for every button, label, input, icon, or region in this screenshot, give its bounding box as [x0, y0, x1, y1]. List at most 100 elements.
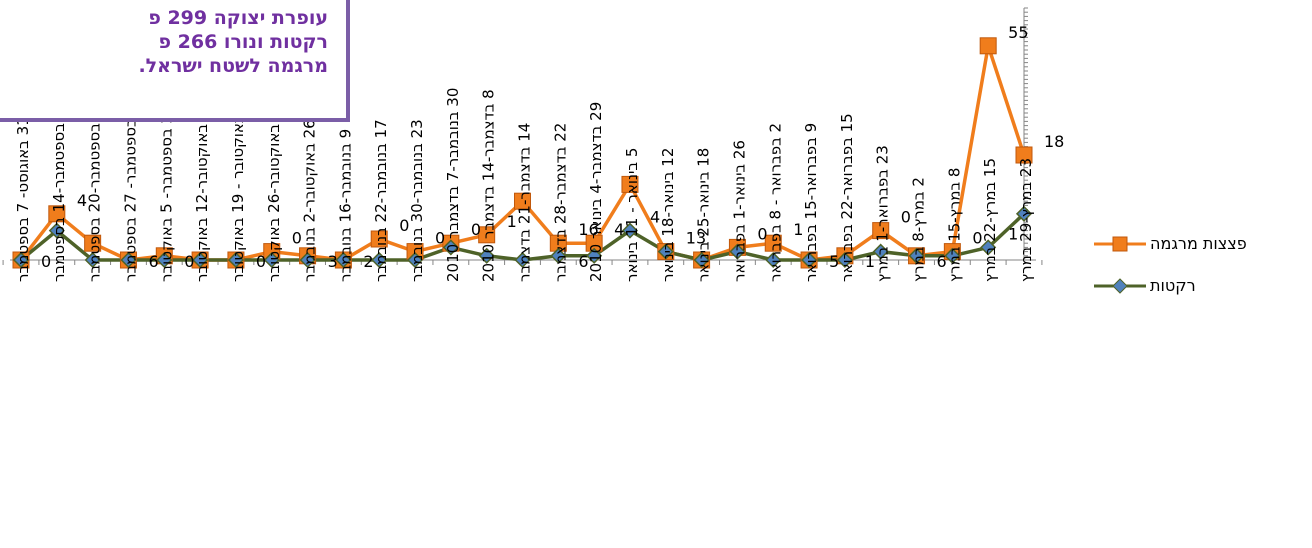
rocket-point [120, 251, 137, 269]
legend-item-mortar: פצצות מרגמה [1092, 234, 1307, 254]
rocket-point [944, 247, 961, 264]
data-label: 18 [1044, 132, 1064, 151]
legend-label: פצצות מרגמה [1150, 234, 1247, 253]
x-tick-label: 7 בספטמבר-14 בספטמבר [50, 109, 68, 282]
x-tick-label: 12 בינואר-18 בינואר [659, 148, 677, 282]
data-label: 55 [1008, 23, 1028, 42]
callout-line: מרגמה לשטח ישראל. [138, 55, 328, 77]
rocket-point [84, 251, 101, 269]
data-label: 1 [1008, 224, 1018, 243]
x-tick-label: 5 בינואר - 11 בינואר [623, 148, 641, 282]
legend-item-rockets: רקטות [1092, 276, 1307, 296]
x-tick-label: 2 בפברואר - 8 בפברואר [766, 123, 784, 282]
rocket-point [765, 251, 782, 269]
mortar-point [48, 205, 66, 223]
data-label: 5 [829, 252, 839, 271]
data-label: 0 [757, 224, 767, 243]
x-tick-label: 14 בדצמבר-21 בדצמבר [516, 123, 534, 282]
data-label: 0 [184, 252, 194, 271]
rocket-point [872, 243, 889, 260]
data-label: 2 [363, 252, 373, 271]
rocket-point [693, 251, 710, 269]
data-label: 1 [793, 220, 803, 239]
x-tick-label: 23 בנובמבר-30 בנובמבר [408, 119, 426, 282]
rocket-point [227, 251, 244, 269]
legend-mortar-swatch [1094, 236, 1146, 252]
x-tick-label: 28 בספטמבר- 5 באוקטובר [157, 104, 175, 282]
rocket-point [657, 243, 674, 260]
x-tick-label: 29 בדצמבר-4 בינואר 2010 [587, 102, 605, 282]
mortar-point [514, 192, 531, 210]
rocket-point [192, 251, 209, 269]
data-label: 4 [650, 208, 660, 227]
rocket-point [299, 251, 316, 269]
mortar-point [478, 226, 496, 244]
data-label: 0 [399, 216, 409, 235]
mortar-point [872, 222, 890, 240]
data-label: 6 [937, 252, 947, 271]
rocket-point [478, 247, 495, 264]
x-tick-label: 2 במרץ-8 במרץ [910, 177, 928, 282]
annotation-callout: עופרת יצוקה 299 פ רקטות ונורו 266 פ מרגמ… [0, 0, 350, 122]
rocket-point [12, 251, 30, 269]
x-tick-label: 26 בינואר-1 בפברואר [730, 140, 748, 282]
rocket-point [156, 251, 173, 269]
data-label: 4 [614, 220, 624, 239]
data-label: 1 [865, 252, 875, 271]
data-label: 6 [148, 252, 158, 271]
legend-label: רקטות [1150, 276, 1196, 295]
x-tick-label: 18 בינואר-25 בינואר [695, 148, 713, 282]
data-label: 16 [578, 220, 598, 239]
x-tick-label: 8 במרץ-15 במרץ [945, 168, 963, 282]
data-label: 4 [77, 191, 87, 210]
mortar-point [84, 234, 102, 252]
legend: פצצות מרגמה רקטות [1092, 234, 1307, 318]
data-labels: 0 4 6 0 0 0 3 2 0 0 0 1 16 6 4 4 13 0 1 5 1 0 6 0 1 55 18 [41, 23, 1064, 271]
mortar-point [370, 230, 388, 248]
data-label: 0 [435, 229, 445, 248]
mortar-point [621, 175, 639, 193]
rocket-point [1015, 205, 1033, 222]
x-tick-labels: 31 באוגוסט- 7 בספטמבר 7 בספטמבר-14 בספטמב… [14, 88, 1035, 282]
x-tick-label: 8 בדצמבר-14 בדצמבר 2010 [480, 89, 498, 282]
rocket-point [371, 251, 388, 269]
x-tick-label: 13 באוקטובר - 19 באוקטובר [229, 91, 247, 282]
x-tick-label: 9 בפברואר-15 בפברואר [802, 123, 820, 282]
rocket-point [263, 251, 280, 269]
x-tick-label: 6 באוקטובר-12 באוקטובר [193, 110, 211, 282]
data-label: 0 [471, 220, 481, 239]
x-tick-label: 22 בספטמבר- 27 בספטמבר [121, 94, 139, 282]
rocket-point [442, 239, 459, 256]
data-label: 0 [256, 252, 266, 271]
rocket-point [980, 239, 997, 256]
mortar-point [1015, 146, 1033, 164]
rocket-point [550, 247, 567, 264]
series-layer [12, 37, 1033, 269]
x-tick-label: 19 באוקטובר-26 באוקטובר [265, 100, 283, 282]
rocket-point [621, 222, 639, 239]
data-label: 1 [507, 212, 517, 231]
x-tick-label: 17 בנובמבר-22 בנובמבר [372, 119, 390, 282]
x-tick-label: 15 בפברואר-22 בפברואר [838, 113, 856, 282]
x-tick-label: 15 במרץ-22 במרץ [981, 158, 999, 282]
x-tick-label: 9 בנובמבר-16 בנובמבר [336, 129, 354, 282]
rocket-point [729, 243, 746, 260]
data-label: 6 [578, 252, 588, 271]
data-label: 0 [972, 229, 982, 248]
x-tick-label: 23 במרץ-29 במרץ [1017, 158, 1035, 282]
rocket-point [836, 251, 853, 269]
rocket-point [908, 247, 925, 264]
mortar-point [764, 234, 782, 252]
legend-rockets-swatch [1094, 278, 1146, 294]
data-label: 0 [292, 229, 302, 248]
x-tick-label: 31 באוגוסט- 7 בספטמבר [14, 116, 32, 282]
mortar-point [979, 37, 997, 55]
rocket-point [514, 251, 531, 269]
x-tick-label: 30 בנובמבר-7 בדצמבר 2010 [444, 88, 462, 282]
rocket-point [335, 251, 352, 269]
x-tick-label: 23 בפברואר-1 במרץ [874, 145, 892, 282]
rocket-point [48, 222, 65, 239]
rocket-point [801, 251, 818, 269]
data-label: 3 [328, 252, 338, 271]
x-tick-label: 22 בדצמבר-28 בדצמבר [551, 123, 569, 282]
